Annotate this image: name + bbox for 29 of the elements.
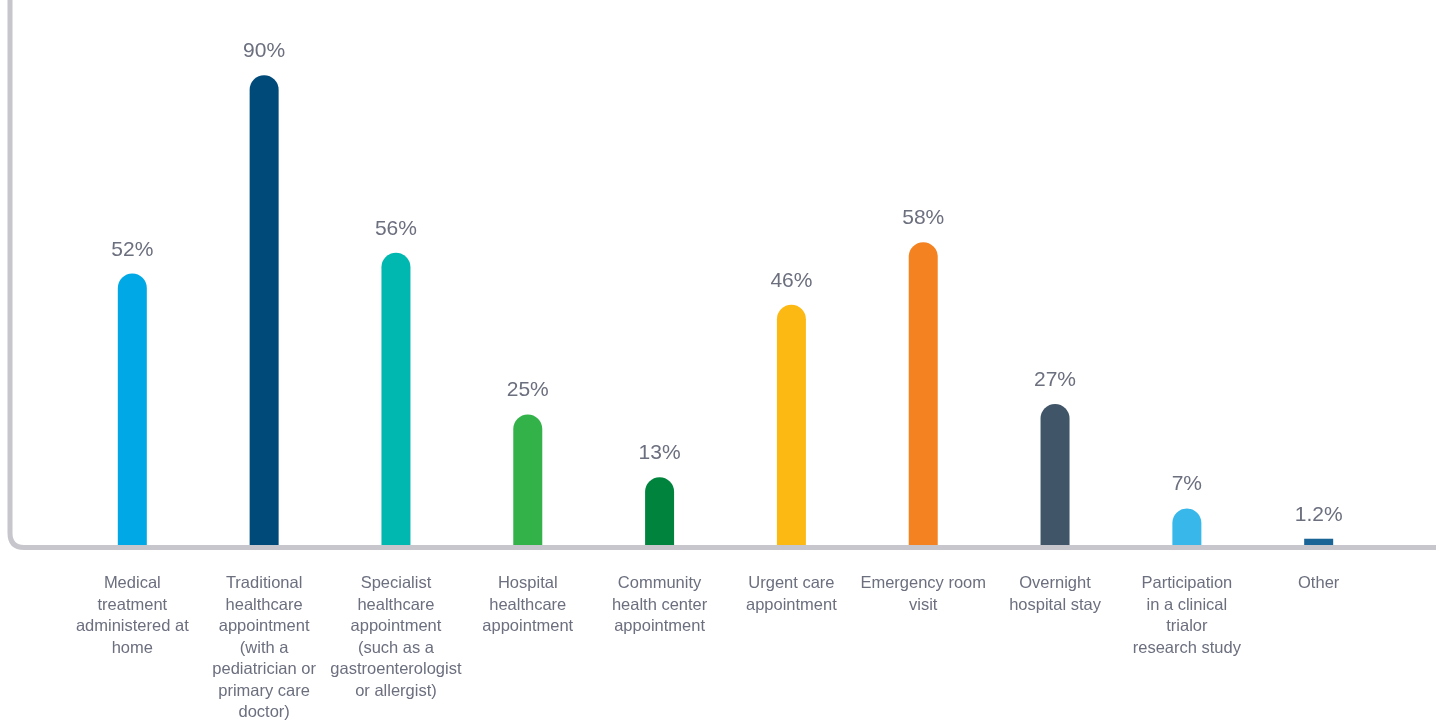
x-tick-label: Emergency room visit xyxy=(860,573,987,613)
x-tick-label: Traditional healthcare appointment (with a pediatrician or primary care doctor) xyxy=(212,573,317,720)
x-tick-label: Medical treatment administered at home xyxy=(75,573,190,656)
x-tick-label: Hospital healthcare appointment xyxy=(482,573,574,634)
data-label: 52% xyxy=(111,236,154,260)
bar xyxy=(908,242,938,545)
data-label: 46% xyxy=(770,267,813,291)
bar xyxy=(645,477,675,545)
bar xyxy=(381,252,411,545)
data-label: 13% xyxy=(638,440,681,464)
data-label: 56% xyxy=(374,215,417,239)
bar xyxy=(249,75,279,545)
x-tick-label: Urgent care appointment xyxy=(746,573,838,613)
bar xyxy=(1304,538,1334,545)
x-tick-label: Community health center appointment xyxy=(611,573,708,634)
data-label: 90% xyxy=(243,38,286,62)
x-tick-label: Participation in a clinical trialor research study xyxy=(1132,573,1242,656)
bar xyxy=(1040,404,1070,545)
x-tick-label: Other xyxy=(1298,573,1340,591)
data-label: 7% xyxy=(1171,471,1203,495)
bar xyxy=(513,414,543,545)
data-label: 1.2% xyxy=(1294,501,1343,525)
bar xyxy=(117,273,147,545)
x-tick-label: Specialist healthcare appointment (such as a gastroenterologist or allergist) xyxy=(330,573,462,699)
bar xyxy=(776,304,806,545)
data-label: 25% xyxy=(506,377,549,401)
data-label: 27% xyxy=(1034,367,1077,391)
data-label: 58% xyxy=(902,205,945,229)
x-tick-label: Overnight hospital stay xyxy=(1009,573,1102,613)
